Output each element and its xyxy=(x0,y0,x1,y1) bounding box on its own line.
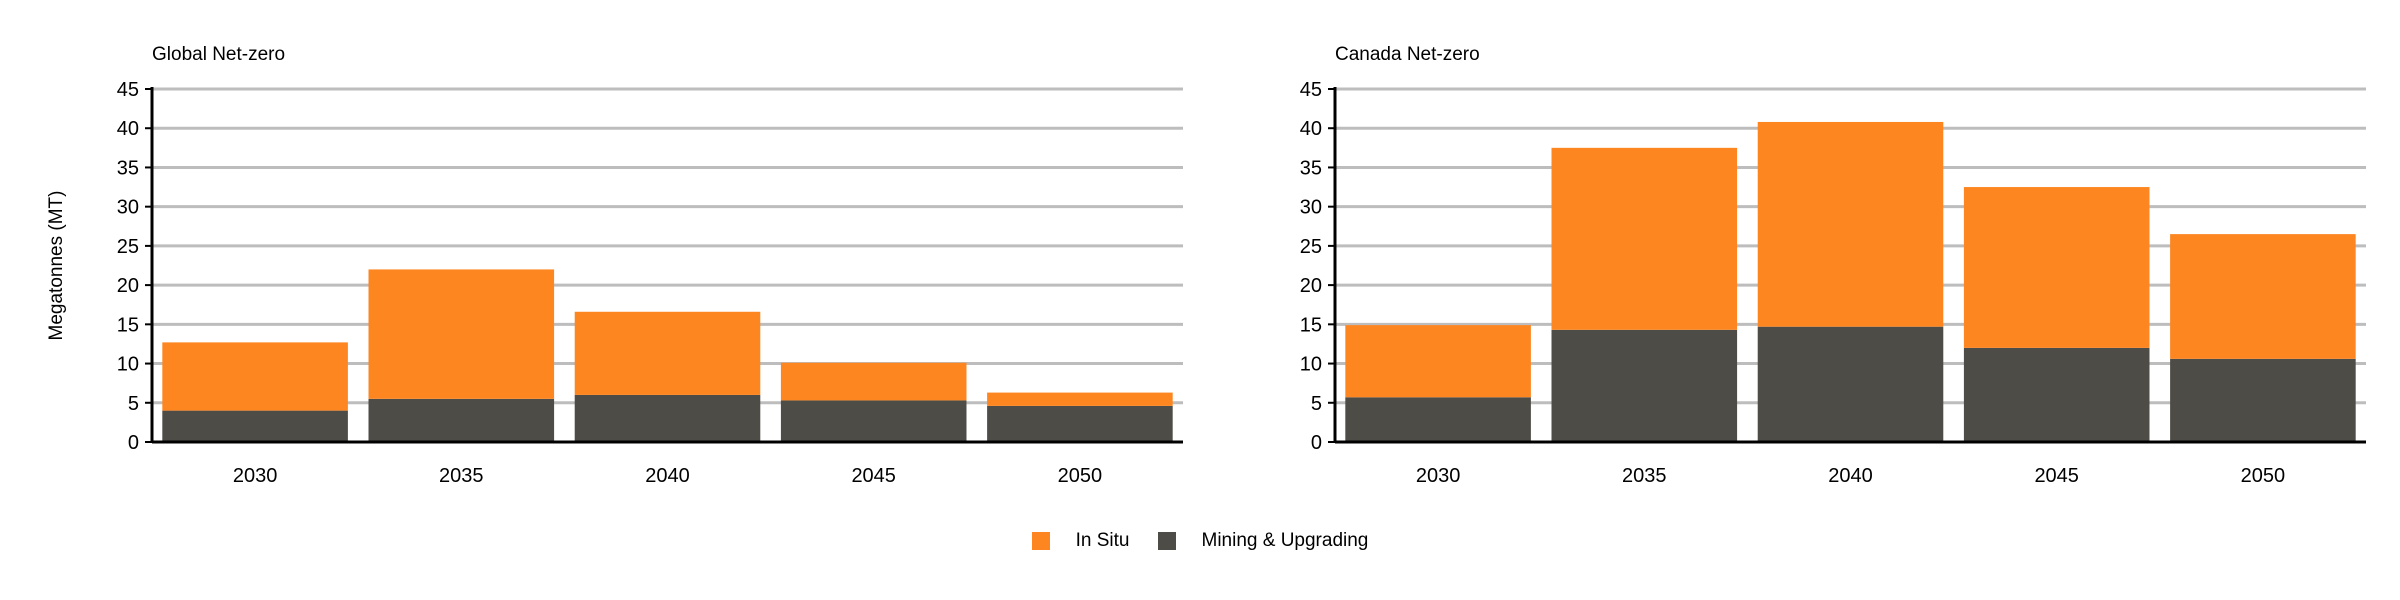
y-tick-label: 10 xyxy=(117,354,139,376)
x-tick-label: 2045 xyxy=(2034,465,2079,487)
y-tick-label: 15 xyxy=(117,314,139,336)
x-tick-label: 2035 xyxy=(1622,465,1667,487)
bar-in-situ-2040 xyxy=(574,311,761,395)
chart-title: Canada Net-zero xyxy=(1335,44,1480,65)
x-tick-label: 2030 xyxy=(233,465,278,487)
x-tick-label: 2040 xyxy=(645,465,690,487)
bar-in-situ-2045 xyxy=(780,362,967,401)
x-tick-label: 2030 xyxy=(1416,465,1461,487)
legend-swatch-in-situ xyxy=(1031,532,1050,550)
bar-mining-upgrading-2050 xyxy=(987,405,1173,442)
legend-label-mining-upgrading: Mining & Upgrading xyxy=(1201,530,1369,551)
y-tick-label: 25 xyxy=(1300,236,1322,258)
legend-item-mining-upgrading: Mining & Upgrading xyxy=(1157,530,1369,552)
bar-mining-upgrading-2050 xyxy=(2170,358,2356,442)
bar-in-situ-2040 xyxy=(1757,121,1944,327)
y-tick-label: 40 xyxy=(1300,118,1322,140)
y-tick-label: 5 xyxy=(128,393,139,415)
bar-in-situ-2050 xyxy=(987,392,1173,406)
x-tick-label: 2040 xyxy=(1828,465,1873,487)
bar-in-situ-2050 xyxy=(2170,234,2356,359)
bar-mining-upgrading-2040 xyxy=(1757,326,1944,442)
y-tick-label: 15 xyxy=(1300,314,1322,336)
y-tick-label: 45 xyxy=(117,79,139,101)
y-tick-label: 35 xyxy=(1300,157,1322,179)
bar-mining-upgrading-2035 xyxy=(368,398,555,442)
bar-mining-upgrading-2045 xyxy=(780,400,967,442)
y-axis-label: Megatonnes (MT) xyxy=(46,191,67,341)
x-tick-label: 2050 xyxy=(2241,465,2286,487)
x-tick-label: 2050 xyxy=(1058,465,1103,487)
bar-in-situ-2035 xyxy=(1551,147,1738,330)
chart-legend: In Situ Mining & Upgrading xyxy=(0,530,2400,552)
bar-in-situ-2030 xyxy=(162,342,348,411)
bar-in-situ-2035 xyxy=(368,269,555,399)
bar-mining-upgrading-2035 xyxy=(1551,329,1738,442)
bar-mining-upgrading-2040 xyxy=(574,394,761,442)
y-tick-label: 35 xyxy=(117,157,139,179)
legend-swatch-mining-upgrading xyxy=(1157,532,1176,550)
y-tick-label: 30 xyxy=(117,197,139,219)
chart-panel-canada: Canada Net-zero 0 5 10 15 20 25 30 35 40 45 2030 203… xyxy=(1300,44,2366,487)
chart-title: Global Net-zero xyxy=(152,44,285,65)
y-tick-label: 20 xyxy=(1300,275,1322,297)
y-tick-label: 10 xyxy=(1300,354,1322,376)
bar-in-situ-2045 xyxy=(1963,187,2150,348)
y-tick-label: 20 xyxy=(117,275,139,297)
x-tick-label: 2035 xyxy=(439,465,484,487)
legend-label-in-situ: In Situ xyxy=(1075,530,1130,551)
y-tick-label: 45 xyxy=(1300,79,1322,101)
y-tick-label: 0 xyxy=(128,432,139,454)
y-tick-label: 30 xyxy=(1300,197,1322,219)
bar-mining-upgrading-2030 xyxy=(162,410,348,442)
legend-item-in-situ: In Situ xyxy=(1031,530,1130,552)
y-tick-label: 0 xyxy=(1311,432,1322,454)
y-tick-label: 40 xyxy=(117,118,139,140)
bar-in-situ-2030 xyxy=(1345,325,1531,398)
y-tick-label: 5 xyxy=(1311,393,1322,415)
bar-mining-upgrading-2045 xyxy=(1963,347,2150,442)
bar-mining-upgrading-2030 xyxy=(1345,397,1531,442)
x-tick-label: 2045 xyxy=(851,465,896,487)
chart-panel-global: Global Net-zero Megatonnes (MT) 0 5 10 15 20 25… xyxy=(46,44,1183,487)
y-tick-label: 25 xyxy=(117,236,139,258)
